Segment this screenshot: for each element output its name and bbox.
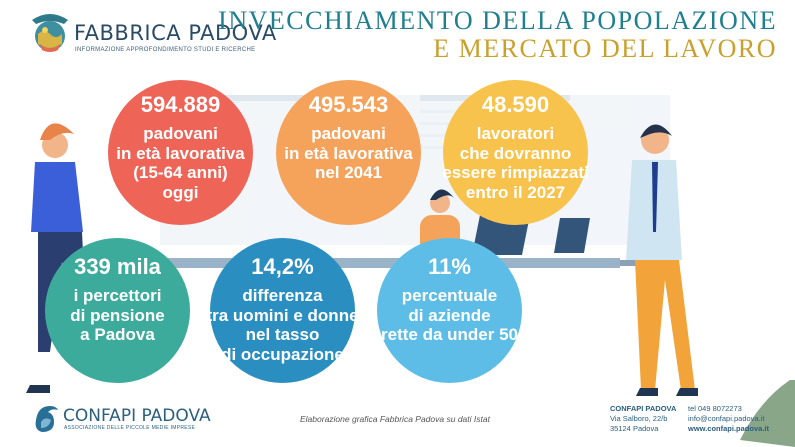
stat-circle-working-age-today: 594.889 padovani in età lavorativa (15-6… — [108, 80, 253, 225]
email-link[interactable]: info@confapi.padova.it — [688, 414, 765, 423]
website-link[interactable]: www.confapi.padova.it — [688, 424, 769, 433]
stat-line: percentuale — [401, 286, 498, 305]
headline-line-1: INVECCHIAMENTO DELLA POPOLAZIONE — [218, 6, 777, 35]
stat-line: entro il 2027 — [465, 182, 566, 202]
org-name: CONFAPI PADOVA — [610, 404, 677, 413]
stat-circle-young-led-companies: 11% percentuale di aziende rette da unde… — [377, 238, 522, 383]
phone-number: tel 049 8072273 — [688, 404, 742, 413]
confapi-logo-icon — [35, 406, 58, 432]
stat-value: 339 mila — [74, 254, 161, 279]
stat-value: 495.543 — [308, 92, 389, 117]
stat-line: padovani — [311, 124, 386, 143]
fabbrica-padova-logo-icon — [32, 14, 68, 52]
stat-line: di pensione — [70, 305, 165, 325]
stat-line: lavoratori — [476, 124, 555, 143]
stat-line: di occupazione — [221, 344, 344, 364]
stat-line: i percettori — [73, 286, 162, 305]
address-line-2: 35124 Padova — [610, 424, 659, 433]
confapi-logo-title: CONFAPI PADOVA — [63, 406, 211, 426]
stat-line: in età lavorativa — [284, 143, 413, 163]
stat-line: a Padova — [80, 325, 155, 344]
stat-value: 14,2% — [251, 254, 314, 279]
stat-line: che dovranno — [459, 143, 572, 163]
address-line-1: Via Salboro, 22/b — [610, 414, 668, 423]
stat-circle-gender-gap: 14,2% differenza tra uomini e donne nel … — [206, 238, 359, 383]
stat-line: di aziende — [408, 305, 491, 325]
stat-line: essere rimpiazzati — [442, 163, 589, 182]
contact-address: CONFAPI PADOVA Via Salboro, 22/b 35124 P… — [610, 404, 676, 434]
stat-value: 48.590 — [481, 92, 550, 117]
stat-line: padovani — [143, 124, 218, 143]
contact-details: tel 049 8072273 info@confapi.padova.it w… — [688, 404, 769, 434]
stat-line: in età lavorativa — [116, 143, 245, 163]
stat-value: 11% — [428, 254, 471, 279]
logo-subtitle: INFORMAZIONE APPROFONDIMENTO STUDI E RIC… — [75, 47, 256, 53]
fabbrica-padova-logo: FABBRICA PADOVA INFORMAZIONE APPROFONDIM… — [30, 12, 276, 62]
headline-line-2: E MERCATO DEL LAVORO — [433, 34, 777, 63]
stat-line: rette da under 50 — [381, 325, 518, 344]
stat-value: 594.889 — [140, 92, 221, 117]
stat-circle-workers-to-replace: 48.590 lavoratori che dovranno essere ri… — [442, 80, 589, 225]
stat-line: tra uomini e donne — [206, 305, 359, 325]
confapi-logo: CONFAPI PADOVA ASSOCIAZIONE DELLE PICCOL… — [33, 400, 233, 440]
data-credit: Elaborazione grafica Fabbrica Padova su … — [300, 414, 490, 424]
logo-title: FABBRICA PADOVA — [74, 21, 277, 45]
stat-line: oggi — [162, 182, 199, 202]
stat-line: nel 2041 — [314, 163, 383, 182]
stat-line: nel tasso — [245, 325, 320, 344]
stat-line: differenza — [242, 286, 323, 305]
confapi-logo-subtitle: ASSOCIAZIONE DELLE PICCOLE MEDIE IMPRESE — [64, 425, 196, 431]
stat-line: (15-64 anni) — [133, 163, 228, 182]
stat-circle-working-age-2041: 495.543 padovani in età lavorativa nel 2… — [276, 80, 421, 225]
stat-circle-pension-recipients: 339 mila i percettori di pensione a Pado… — [45, 238, 190, 383]
